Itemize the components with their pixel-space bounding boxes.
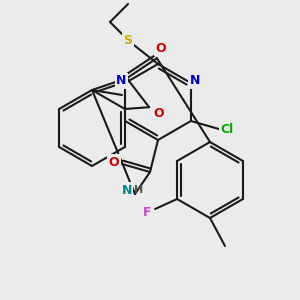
Text: O: O: [109, 155, 119, 169]
Text: O: O: [156, 42, 166, 55]
Text: N: N: [122, 184, 132, 196]
Text: F: F: [143, 206, 151, 220]
Text: N: N: [116, 74, 126, 88]
Text: H: H: [134, 185, 144, 195]
Text: Cl: Cl: [220, 122, 233, 136]
Text: N: N: [190, 74, 200, 88]
Text: S: S: [124, 34, 133, 46]
Text: O: O: [154, 107, 164, 120]
